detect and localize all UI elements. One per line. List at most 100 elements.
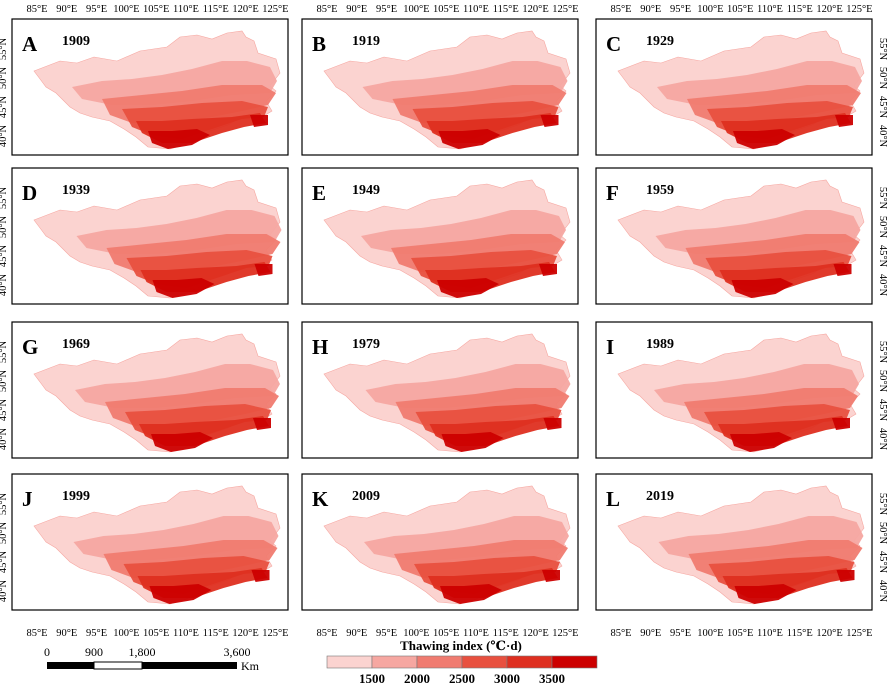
latitude-label: 40°N — [877, 428, 888, 451]
longitude-label: 115°E — [493, 4, 519, 15]
longitude-label: 100°E — [113, 4, 139, 15]
legend-tick-label: 3000 — [494, 671, 520, 686]
latitude-label: 40°N — [0, 579, 9, 602]
longitude-label: 90°E — [346, 628, 367, 639]
panel-year: 1969 — [62, 337, 90, 352]
index-zone-5 — [542, 570, 560, 582]
longitude-label: 100°E — [403, 628, 429, 639]
longitude-label: 95°E — [670, 4, 691, 15]
map-panel-d: D 1939 55°N 50°N 45°N 40°N — [0, 167, 289, 305]
thawing-index-map — [617, 333, 865, 453]
index-zone-5 — [543, 418, 562, 430]
longitude-label: 85°E — [610, 4, 631, 15]
map-panel-i: I 1989 55°N 50°N 45°N 40°N — [595, 321, 888, 459]
longitude-label: 100°E — [697, 4, 723, 15]
map-panel-b: B 1919 85°E 90°E 95°E 100°E 105°E 110°E 115°E 120… — [301, 4, 579, 156]
thawing-index-map — [617, 30, 865, 150]
longitude-label: 95°E — [376, 4, 397, 15]
latitude-label: 55°N — [0, 37, 9, 60]
panel-letter: D — [22, 181, 37, 205]
longitude-label: 115°E — [203, 4, 229, 15]
longitude-labels: 85°E 90°E 95°E 100°E 105°E 110°E 115°E 120°E 125… — [26, 628, 288, 639]
thawing-index-map — [323, 179, 571, 299]
longitude-label: 105°E — [143, 4, 169, 15]
longitude-label: 110°E — [757, 4, 783, 15]
thawing-index-map — [33, 30, 281, 150]
index-zone-5 — [835, 115, 853, 127]
legend-tick-label: 1500 — [359, 671, 385, 686]
panel-year: 1929 — [646, 34, 674, 49]
longitude-label: 85°E — [26, 4, 47, 15]
longitude-label: 125°E — [846, 628, 872, 639]
latitude-label: 45°N — [877, 96, 888, 119]
longitude-label: 115°E — [493, 628, 519, 639]
panel-year: 2009 — [352, 489, 380, 504]
longitude-label: 115°E — [787, 4, 813, 15]
index-zone-5 — [253, 418, 271, 430]
longitude-label: 110°E — [463, 628, 489, 639]
panel-year: 1909 — [62, 34, 90, 49]
latitude-labels: 55°N 50°N 45°N 40°N — [877, 341, 888, 451]
index-zone-4 — [441, 432, 504, 452]
longitude-label: 105°E — [433, 4, 459, 15]
thawing-index-map — [323, 30, 571, 150]
latitude-label: 45°N — [0, 550, 9, 573]
legend-swatch — [416, 655, 463, 669]
panel-year: 1959 — [646, 183, 674, 198]
latitude-label: 45°N — [877, 551, 888, 574]
map-panel-h: H 1979 — [301, 321, 579, 459]
map-panel-f: F 1959 55°N 50°N 45°N 40°N — [595, 167, 888, 305]
map-panel-k: K 2009 85°E 90°E 95°E 100°E 105°E 110°E 115°E 120… — [301, 473, 579, 639]
legend-swatch — [551, 655, 598, 669]
index-zone-5 — [832, 418, 850, 430]
index-zone-5 — [251, 570, 270, 582]
panel-year: 1989 — [646, 337, 674, 352]
index-zone-5 — [836, 570, 855, 582]
longitude-label: 105°E — [143, 628, 169, 639]
thawing-index-map — [617, 179, 865, 299]
panel-letter: E — [312, 181, 326, 205]
latitude-label: 45°N — [0, 95, 9, 118]
longitude-labels: 85°E 90°E 95°E 100°E 105°E 110°E 115°E 120°E 125… — [610, 628, 872, 639]
latitude-label: 40°N — [0, 427, 9, 450]
latitude-label: 50°N — [877, 370, 888, 393]
longitude-label: 120°E — [816, 4, 842, 15]
latitude-label: 50°N — [877, 216, 888, 239]
thawing-index-map — [323, 333, 571, 453]
latitude-label: 50°N — [0, 66, 9, 89]
latitude-labels: 55°N 50°N 45°N 40°N — [0, 37, 9, 147]
scale-bar: 0 900 1,800 3,600 Km — [44, 645, 260, 673]
longitude-label: 100°E — [403, 4, 429, 15]
index-zone-4 — [730, 432, 792, 452]
legend-tick-label: 2500 — [449, 671, 475, 686]
latitude-label: 45°N — [877, 245, 888, 268]
longitude-label: 85°E — [610, 628, 631, 639]
longitude-label: 105°E — [433, 628, 459, 639]
longitude-label: 100°E — [697, 628, 723, 639]
longitude-label: 110°E — [463, 4, 489, 15]
scale-label-1800: 1,800 — [129, 645, 156, 659]
index-zone-4 — [438, 129, 501, 149]
latitude-label: 55°N — [0, 492, 9, 515]
panel-letter: A — [22, 32, 38, 56]
legend-swatch — [371, 655, 418, 669]
panel-letter: B — [312, 32, 326, 56]
scale-label-900: 900 — [85, 645, 103, 659]
map-panel-j: J 1999 85°E 90°E 95°E 100°E 105°E 110°E 115°E 120… — [0, 473, 289, 639]
longitude-labels: 85°E 90°E 95°E 100°E 105°E 110°E 115°E 120°E 125… — [316, 628, 578, 639]
latitude-label: 50°N — [0, 521, 9, 544]
latitude-label: 55°N — [877, 493, 888, 516]
map-panel-a: A 1909 85°E 90°E 95°E 100°E 105°E 110°E 115°E 120… — [0, 4, 289, 156]
map-panel-l: L 2019 85°E 90°E 95°E 100°E 105°E 110°E 115°E 120… — [595, 473, 888, 639]
longitude-labels: 85°E 90°E 95°E 100°E 105°E 110°E 115°E 120°E 125… — [610, 4, 872, 15]
latitude-labels: 55°N 50°N 45°N 40°N — [0, 492, 9, 602]
legend-title: Thawing index (℃·d) — [400, 638, 522, 653]
longitude-label: 115°E — [787, 628, 813, 639]
panel-year: 1999 — [62, 489, 90, 504]
thawing-index-map — [323, 485, 571, 605]
longitude-label: 125°E — [846, 4, 872, 15]
latitude-label: 55°N — [0, 186, 9, 209]
panel-year: 2019 — [646, 489, 674, 504]
latitude-label: 55°N — [877, 187, 888, 210]
longitude-label: 115°E — [203, 628, 229, 639]
